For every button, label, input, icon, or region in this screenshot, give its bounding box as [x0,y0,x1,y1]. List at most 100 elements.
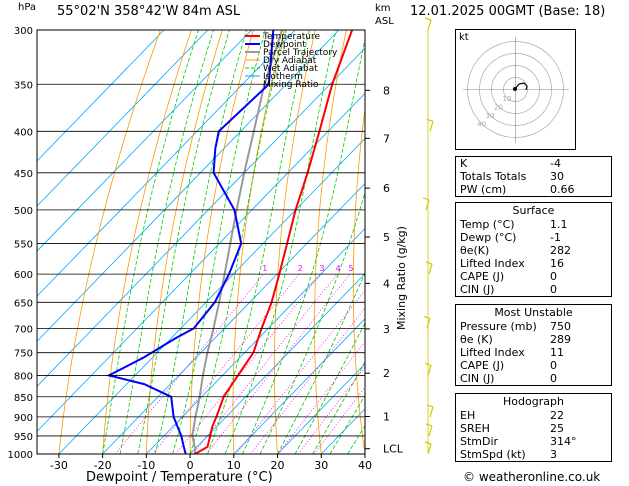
surface-value: -1 [550,231,561,244]
pressure-tick-label: 550 [14,239,33,250]
index-label: K [460,157,468,170]
hodograph-value: 314° [550,435,577,448]
legend-label: Mixing Ratio [263,80,319,90]
isotherm-line [189,273,365,454]
height-unit-label: km ASL [375,2,394,28]
isotherm-line [277,363,365,454]
x-tick-label: 40 [358,459,372,472]
most-unstable-value: 750 [550,320,571,333]
surface-value: 0 [550,270,557,283]
index-value: 0.66 [550,183,575,196]
isotherm-line [58,137,365,454]
surface-label: Lifted Index [460,257,525,270]
wind-barb [427,365,432,376]
wind-barb [428,263,433,275]
x-tick-label: 0 [187,459,194,472]
wet-adiabat-line [329,394,365,454]
hodograph-ring-label: 30 [486,112,495,120]
hodograph-value: 25 [550,422,564,435]
hodograph-panel: Hodograph EH 22 SREH 25 StmDir 314° StmSpd … [455,393,612,462]
hodograph-ring-label: 10 [503,95,512,103]
index-value: 30 [550,170,564,183]
x-axis-label: Dewpoint / Temperature (°C) [86,470,273,485]
pressure-tick-label: 500 [14,206,33,217]
wind-barb [429,406,434,418]
location-header: 55°02'N 358°42'W 84m ASL [57,4,241,19]
wind-barb [429,121,434,132]
parcel-trajectory-line [191,30,284,454]
mixing-ratio-line [175,273,322,454]
hodograph-ring-label: 40 [477,120,486,128]
pressure-tick-label: 950 [14,432,33,443]
pressure-tick-label: 900 [14,413,33,424]
wind-barb-flag [423,315,431,319]
wind-barb-flag [424,17,432,21]
legend-label: Dry Adiabat [263,56,317,66]
copyright-footer: © weatheronline.co.uk [463,470,601,484]
pressure-tick-label: 750 [14,349,33,360]
wet-adiabat-line [102,30,199,454]
indices-panel: K -4 Totals Totals 30 PW (cm) 0.66 [455,156,612,197]
height-unit-line1: km [375,3,391,14]
surface-value: 0 [550,283,557,296]
height-tick-label: 5 [383,231,390,244]
surface-label: CIN (J) [460,283,495,296]
hodograph-trace [514,82,528,91]
height-tick-label: 1 [383,411,390,424]
surface-title: Surface [512,204,555,217]
surface-panel: Surface Temp (°C) 1.1 Dewp (°C) -1 θe(K) 28… [455,202,612,297]
surface-label: θe(K) [460,244,490,257]
pressure-tick-label: 300 [14,26,33,37]
legend-label: Isotherm [263,72,303,82]
pressure-tick-label: 450 [14,169,33,180]
mixing-ratio-tick-label: 20 [432,264,442,273]
surface-value: 16 [550,257,564,270]
height-tick-label: 6 [383,182,390,195]
surface-value: 282 [550,244,571,257]
wet-adiabat-line [224,30,337,454]
profile-lines [106,30,354,454]
hodograph-label: StmDir [460,435,499,448]
dry-adiabat-line [58,30,161,454]
wind-barb [427,443,432,455]
wet-adiabat-line [137,30,230,454]
x-tick-label: 30 [314,459,328,472]
height-unit-line2: ASL [375,16,394,27]
pressure-tick-label: 700 [14,324,33,335]
most-unstable-value: 11 [550,346,564,359]
mixing-ratio-line [313,386,365,454]
mixing-ratio-tick-label: 5 [348,264,353,273]
pressure-tick-label: 400 [14,127,33,138]
mixing-ratio-line [297,366,365,454]
pressure-tick-label: 800 [14,371,33,382]
hodograph-label: SREH [460,422,490,435]
most-unstable-label: Lifted Index [460,346,525,359]
wet-adiabat-line [259,191,365,454]
mixing-ratio-tick-label: 3 [320,264,325,273]
most-unstable-value: 0 [550,372,557,385]
pressure-unit-label: hPa [18,2,37,13]
pressure-tick-label: 350 [14,80,33,91]
isotherm-line [37,92,365,433]
wind-barb-flag [425,423,433,427]
x-tick-label: -10 [137,459,155,472]
dry-adiabat-line [274,30,316,454]
isotherm-line [233,318,365,454]
legend-label: Wet Adiabat [263,64,318,74]
legend-label: Parcel Trajectory [263,48,338,58]
most-unstable-label: CAPE (J) [460,359,505,372]
mixing-ratio-axis-label: Mixing Ratio (g/kg) [395,226,408,330]
most-unstable-label: Pressure (mb) [460,320,537,333]
x-tick-label: 20 [271,459,285,472]
wind-barb [426,318,431,329]
x-tick-label: 10 [227,459,241,472]
index-label: PW (cm) [460,183,507,196]
hodograph-label: EH [460,409,476,422]
pressure-tick-label: 850 [14,393,33,404]
isotherm-line [102,182,365,454]
wet-adiabat-line [119,30,214,454]
pressure-tick-label: 600 [14,270,33,281]
hodograph-value: 22 [550,409,564,422]
